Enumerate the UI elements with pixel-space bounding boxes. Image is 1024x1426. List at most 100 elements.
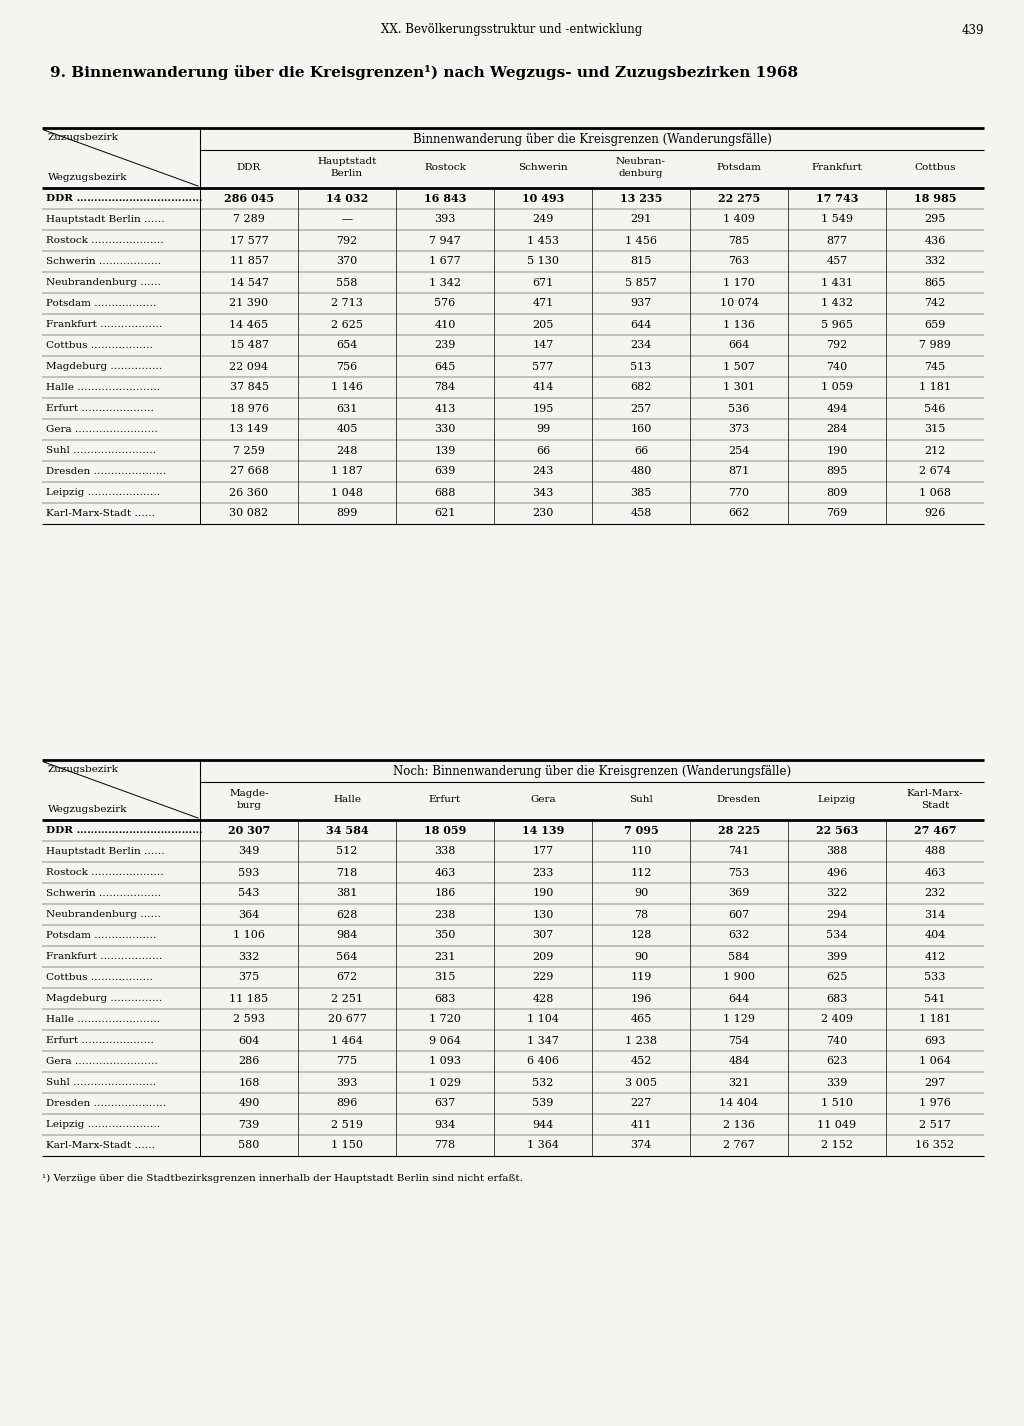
Text: 177: 177 (532, 847, 554, 857)
Text: 742: 742 (925, 298, 945, 308)
Text: 1 129: 1 129 (723, 1014, 755, 1024)
Text: 745: 745 (925, 362, 945, 372)
Text: 580: 580 (239, 1141, 260, 1151)
Text: 1 364: 1 364 (527, 1141, 559, 1151)
Text: 871: 871 (728, 466, 750, 476)
Text: Dresden …………………: Dresden ………………… (46, 466, 166, 476)
Text: 576: 576 (434, 298, 456, 308)
Text: 1 136: 1 136 (723, 319, 755, 329)
Text: Schwerin ………………: Schwerin ……………… (46, 888, 161, 898)
Text: 664: 664 (728, 341, 750, 351)
Text: 147: 147 (532, 341, 554, 351)
Text: 119: 119 (631, 973, 651, 983)
Text: 534: 534 (826, 931, 848, 941)
Text: 2 517: 2 517 (920, 1119, 951, 1129)
Text: 1 464: 1 464 (331, 1035, 362, 1045)
Text: 1 170: 1 170 (723, 278, 755, 288)
Text: 2 593: 2 593 (233, 1014, 265, 1024)
Text: 532: 532 (532, 1078, 554, 1088)
Text: 243: 243 (532, 466, 554, 476)
Text: 405: 405 (336, 425, 357, 435)
Text: 428: 428 (532, 994, 554, 1004)
Text: 17 577: 17 577 (229, 235, 268, 245)
Text: 490: 490 (239, 1098, 260, 1108)
Text: 297: 297 (925, 1078, 945, 1088)
Text: 877: 877 (826, 235, 848, 245)
Text: 7 259: 7 259 (233, 445, 265, 455)
Text: 496: 496 (826, 867, 848, 877)
Text: 16 352: 16 352 (915, 1141, 954, 1151)
Text: Neubrandenburg ……: Neubrandenburg …… (46, 278, 161, 287)
Text: 10 493: 10 493 (522, 193, 564, 204)
Text: 27 668: 27 668 (229, 466, 268, 476)
Text: Leipzig …………………: Leipzig ………………… (46, 1119, 160, 1129)
Text: DDR: DDR (237, 163, 261, 171)
Text: 683: 683 (434, 994, 456, 1004)
Text: 1 181: 1 181 (919, 382, 951, 392)
Text: 239: 239 (434, 341, 456, 351)
Text: 896: 896 (336, 1098, 357, 1108)
Text: 14 032: 14 032 (326, 193, 368, 204)
Text: Karl-Marx-: Karl-Marx- (906, 789, 964, 797)
Text: Frankfurt ………………: Frankfurt ……………… (46, 953, 163, 961)
Text: 2 713: 2 713 (331, 298, 362, 308)
Text: 399: 399 (826, 951, 848, 961)
Text: 410: 410 (434, 319, 456, 329)
Text: 338: 338 (434, 847, 456, 857)
Text: Frankfurt ………………: Frankfurt ……………… (46, 319, 163, 329)
Text: 1 431: 1 431 (821, 278, 853, 288)
Text: 249: 249 (532, 214, 554, 224)
Text: 769: 769 (826, 509, 848, 519)
Text: Karl-Marx-Stadt ……: Karl-Marx-Stadt …… (46, 1141, 155, 1149)
Text: 9 064: 9 064 (429, 1035, 461, 1045)
Text: 7 947: 7 947 (429, 235, 461, 245)
Text: 374: 374 (631, 1141, 651, 1151)
Text: 1 029: 1 029 (429, 1078, 461, 1088)
Text: Dresden: Dresden (717, 794, 761, 803)
Text: 257: 257 (631, 404, 651, 414)
Text: 364: 364 (239, 910, 260, 920)
Text: 1 068: 1 068 (919, 488, 951, 498)
Text: 1 048: 1 048 (331, 488, 362, 498)
Text: 110: 110 (631, 847, 651, 857)
Text: Gera: Gera (530, 794, 556, 803)
Text: 90: 90 (634, 888, 648, 898)
Text: XX. Bevölkerungsstruktur und -entwicklung: XX. Bevölkerungsstruktur und -entwicklun… (381, 23, 643, 37)
Text: 212: 212 (925, 445, 946, 455)
Text: 926: 926 (925, 509, 946, 519)
Text: 457: 457 (826, 257, 848, 267)
Text: 494: 494 (826, 404, 848, 414)
Text: Halle ……………………: Halle …………………… (46, 384, 160, 392)
Text: Cottbus: Cottbus (914, 163, 955, 171)
Text: 284: 284 (826, 425, 848, 435)
Text: 1 677: 1 677 (429, 257, 461, 267)
Text: 5 130: 5 130 (527, 257, 559, 267)
Text: 439: 439 (962, 23, 984, 37)
Text: Rostock …………………: Rostock ………………… (46, 868, 164, 877)
Text: 2 152: 2 152 (821, 1141, 853, 1151)
Text: 792: 792 (336, 235, 357, 245)
Text: 458: 458 (631, 509, 651, 519)
Text: 15 487: 15 487 (229, 341, 268, 351)
Text: 5 965: 5 965 (821, 319, 853, 329)
Text: 740: 740 (826, 1035, 848, 1045)
Text: 480: 480 (631, 466, 651, 476)
Text: 315: 315 (925, 425, 946, 435)
Text: 436: 436 (925, 235, 946, 245)
Text: 7 095: 7 095 (624, 826, 658, 836)
Text: 20 677: 20 677 (328, 1014, 367, 1024)
Text: 623: 623 (826, 1057, 848, 1067)
Text: 937: 937 (631, 298, 651, 308)
Text: 463: 463 (925, 867, 946, 877)
Text: 607: 607 (728, 910, 750, 920)
Text: 5 857: 5 857 (625, 278, 657, 288)
Text: 3 005: 3 005 (625, 1078, 657, 1088)
Text: 332: 332 (925, 257, 946, 267)
Text: Binnenwanderung über die Kreisgrenzen (Wanderungsfälle): Binnenwanderung über die Kreisgrenzen (W… (413, 133, 771, 145)
Text: 21 390: 21 390 (229, 298, 268, 308)
Text: 1 976: 1 976 (920, 1098, 951, 1108)
Text: 465: 465 (631, 1014, 651, 1024)
Text: 112: 112 (631, 867, 651, 877)
Text: Suhl: Suhl (629, 794, 653, 803)
Text: Magde-: Magde- (229, 789, 269, 797)
